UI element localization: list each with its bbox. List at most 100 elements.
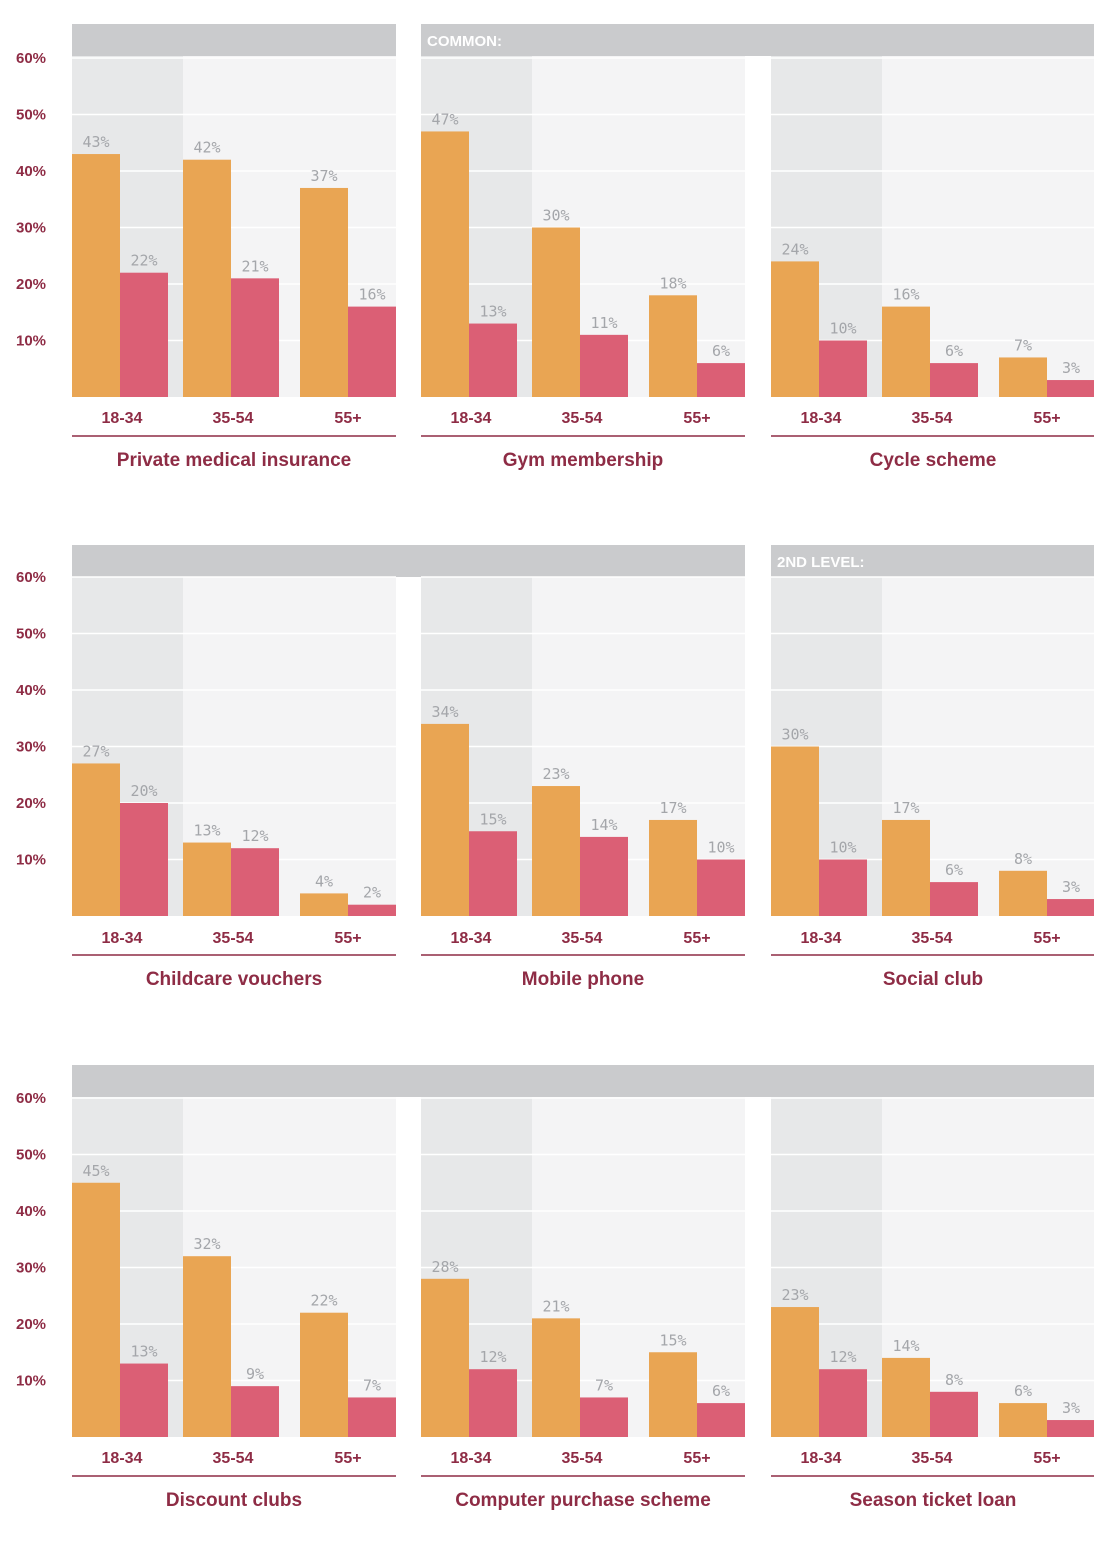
category-label: 55+	[1033, 930, 1060, 947]
bar-pink	[697, 363, 745, 397]
bar-orange	[72, 1182, 120, 1437]
data-label: 2%	[363, 884, 381, 902]
data-label: 7%	[363, 1376, 381, 1394]
data-label: 6%	[945, 861, 963, 879]
bar-pink	[930, 882, 978, 916]
bar-pink	[580, 836, 628, 916]
category-label: 35-54	[912, 410, 953, 427]
data-label: 10%	[829, 839, 856, 857]
bar-pink	[231, 848, 279, 916]
y-tick-label: 30%	[16, 1260, 46, 1277]
category-label: 55+	[683, 410, 710, 427]
bar-orange	[72, 154, 120, 397]
data-label: 11%	[590, 314, 617, 332]
data-label: 8%	[1014, 850, 1032, 868]
y-tick-label: 20%	[16, 1316, 46, 1333]
data-label: 34%	[431, 703, 458, 721]
panel-title: Mobile phone	[522, 969, 644, 990]
category-label: 18-34	[451, 1450, 492, 1467]
panel-title: Computer purchase scheme	[455, 1490, 711, 1511]
bar-pink	[697, 1403, 745, 1437]
category-label: 18-34	[801, 930, 842, 947]
bar-orange	[421, 131, 469, 397]
bar-orange	[649, 295, 697, 397]
bar-orange	[882, 1357, 930, 1437]
y-tick-label: 40%	[16, 682, 46, 699]
data-label: 13%	[130, 1343, 157, 1361]
category-label: 18-34	[801, 1450, 842, 1467]
y-tick-label: 10%	[16, 1373, 46, 1390]
category-label: 35-54	[912, 930, 953, 947]
data-label: 17%	[892, 799, 919, 817]
bar-orange	[771, 746, 819, 916]
data-label: 14%	[590, 816, 617, 834]
data-label: 21%	[241, 257, 268, 275]
bar-pink	[348, 306, 396, 397]
panel-title: Season ticket loan	[850, 1490, 1017, 1511]
bar-pink	[819, 1369, 867, 1437]
bar-pink	[1047, 380, 1094, 397]
data-label: 23%	[542, 765, 569, 783]
panel-title: Discount clubs	[166, 1490, 302, 1511]
bar-orange	[300, 893, 348, 916]
data-label: 16%	[892, 286, 919, 304]
data-label: 27%	[82, 742, 109, 760]
bar-orange	[999, 357, 1047, 397]
category-label: 55+	[683, 1450, 710, 1467]
data-label: 6%	[1014, 1382, 1032, 1400]
bar-orange	[532, 1318, 580, 1437]
data-label: 22%	[130, 252, 157, 270]
data-label: 9%	[246, 1365, 264, 1383]
bar-pink	[469, 1369, 517, 1437]
data-label: 8%	[945, 1371, 963, 1389]
panel-title: Private medical insurance	[117, 450, 351, 471]
bar-pink	[930, 363, 978, 397]
bar-orange	[999, 870, 1047, 916]
bar-orange	[532, 786, 580, 916]
y-tick-label: 50%	[16, 107, 46, 124]
category-label: 55+	[683, 930, 710, 947]
bar-pink	[469, 831, 517, 916]
header-band	[421, 24, 1094, 56]
category-label: 35-54	[213, 930, 254, 947]
bar-orange	[771, 261, 819, 397]
data-label: 45%	[82, 1162, 109, 1180]
data-label: 4%	[315, 872, 333, 890]
category-label: 35-54	[912, 1450, 953, 1467]
panel-title: Cycle scheme	[870, 450, 997, 471]
bar-pink	[120, 272, 168, 397]
category-label: 55+	[334, 410, 361, 427]
data-label: 42%	[193, 139, 220, 157]
y-tick-label: 10%	[16, 852, 46, 869]
bar-orange	[183, 1256, 231, 1437]
bar-orange	[649, 1352, 697, 1437]
y-tick-label: 30%	[16, 739, 46, 756]
data-label: 6%	[945, 342, 963, 360]
data-label: 30%	[542, 207, 569, 225]
bar-orange	[72, 763, 120, 916]
category-label: 18-34	[801, 410, 842, 427]
category-label: 35-54	[562, 930, 603, 947]
y-tick-label: 60%	[16, 50, 46, 67]
data-label: 3%	[1062, 1399, 1080, 1417]
y-tick-label: 40%	[16, 1203, 46, 1220]
bar-pink	[580, 334, 628, 397]
y-tick-label: 40%	[16, 163, 46, 180]
bar-orange	[882, 819, 930, 916]
data-label: 24%	[781, 240, 808, 258]
bar-orange	[771, 1307, 819, 1437]
data-label: 3%	[1062, 359, 1080, 377]
bar-orange	[421, 723, 469, 916]
bar-pink	[819, 340, 867, 397]
y-tick-label: 20%	[16, 795, 46, 812]
category-label: 35-54	[213, 1450, 254, 1467]
data-label: 13%	[479, 303, 506, 321]
bar-pink	[348, 1397, 396, 1437]
bar-orange	[183, 159, 231, 397]
bar-pink	[231, 278, 279, 397]
category-label: 55+	[334, 930, 361, 947]
bar-pink	[819, 859, 867, 916]
header-band	[771, 545, 1094, 577]
